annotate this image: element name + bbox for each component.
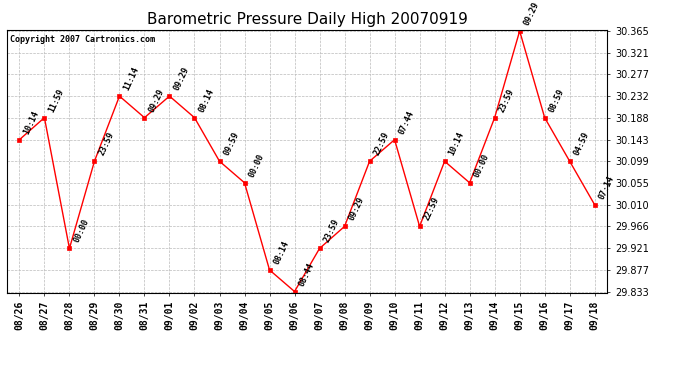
Text: 10:14: 10:14 [447,130,466,157]
Text: 10:14: 10:14 [22,109,41,135]
Text: 09:29: 09:29 [522,0,541,27]
Text: 00:00: 00:00 [247,152,266,178]
Text: 23:59: 23:59 [497,87,516,114]
Text: 23:59: 23:59 [322,218,341,244]
Text: 00:00: 00:00 [72,218,91,244]
Text: 08:59: 08:59 [547,87,566,114]
Text: 09:29: 09:29 [172,66,191,92]
Text: 09:29: 09:29 [347,196,366,222]
Text: 11:14: 11:14 [122,66,141,92]
Text: 08:44: 08:44 [297,261,316,287]
Text: 00:00: 00:00 [473,152,491,178]
Text: 22:59: 22:59 [373,130,391,157]
Text: 04:59: 04:59 [573,130,591,157]
Text: 09:59: 09:59 [222,130,241,157]
Text: 22:59: 22:59 [422,196,441,222]
Text: Copyright 2007 Cartronics.com: Copyright 2007 Cartronics.com [10,35,155,44]
Text: 07:44: 07:44 [397,109,416,135]
Text: 09:29: 09:29 [147,87,166,114]
Text: 11:59: 11:59 [47,87,66,114]
Title: Barometric Pressure Daily High 20070919: Barometric Pressure Daily High 20070919 [146,12,468,27]
Text: 08:14: 08:14 [273,239,291,266]
Text: 23:59: 23:59 [97,130,116,157]
Text: 08:14: 08:14 [197,87,216,114]
Text: 07:14: 07:14 [598,174,616,201]
